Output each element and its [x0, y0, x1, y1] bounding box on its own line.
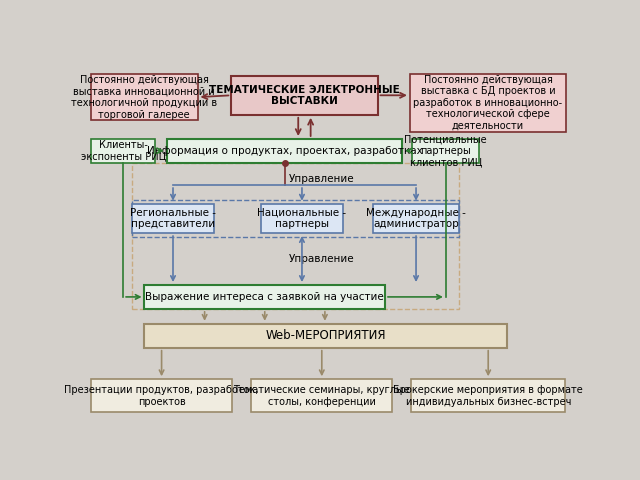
FancyBboxPatch shape [91, 139, 156, 163]
FancyBboxPatch shape [91, 379, 232, 412]
FancyBboxPatch shape [372, 204, 460, 233]
Text: Брокерские мероприятия в формате
индивидуальных бизнес-встреч: Брокерские мероприятия в формате индивид… [394, 385, 583, 407]
FancyBboxPatch shape [412, 139, 479, 163]
Text: Презентации продуктов, разработок,
проектов: Презентации продуктов, разработок, проек… [65, 385, 259, 407]
FancyBboxPatch shape [167, 139, 403, 163]
Text: Международные -
администратор: Международные - администратор [366, 207, 466, 229]
FancyBboxPatch shape [261, 204, 343, 233]
Text: Региональные -
представители: Региональные - представители [130, 207, 216, 229]
Text: Национальные -
партнеры: Национальные - партнеры [257, 207, 346, 229]
Text: Постоянно действующая
выставка с БД проектов и
разработок в инновационно-
технол: Постоянно действующая выставка с БД прое… [413, 75, 563, 131]
FancyBboxPatch shape [231, 76, 378, 115]
FancyBboxPatch shape [132, 204, 214, 233]
FancyBboxPatch shape [412, 379, 565, 412]
Text: Управление: Управление [289, 174, 355, 184]
FancyBboxPatch shape [91, 74, 198, 120]
FancyBboxPatch shape [251, 379, 392, 412]
Text: Информация о продуктах, проектах, разработках: Информация о продуктах, проектах, разраб… [147, 146, 422, 156]
Text: Web-МЕРОПРИЯТИЯ: Web-МЕРОПРИЯТИЯ [265, 329, 386, 342]
FancyBboxPatch shape [145, 285, 385, 309]
Text: ТЕМАТИЧЕСКИЕ ЭЛЕКТРОННЫЕ
ВЫСТАВКИ: ТЕМАТИЧЕСКИЕ ЭЛЕКТРОННЫЕ ВЫСТАВКИ [209, 84, 400, 106]
Text: Клиенты-
экспоненты РИЦ: Клиенты- экспоненты РИЦ [81, 140, 166, 162]
Text: Потенциальные
партнеры
клиентов РИЦ: Потенциальные партнеры клиентов РИЦ [404, 134, 487, 168]
Text: Тематические семинары, круглые
столы, конференции: Тематические семинары, круглые столы, ко… [234, 385, 410, 407]
Text: Выражение интереса с заявкой на участие: Выражение интереса с заявкой на участие [145, 292, 384, 302]
Text: Постоянно действующая
выставка инновационной и
технологичной продукции в
торгово: Постоянно действующая выставка инновацио… [71, 75, 218, 120]
FancyBboxPatch shape [410, 74, 566, 132]
Text: Управление: Управление [289, 254, 355, 264]
FancyBboxPatch shape [145, 324, 507, 348]
